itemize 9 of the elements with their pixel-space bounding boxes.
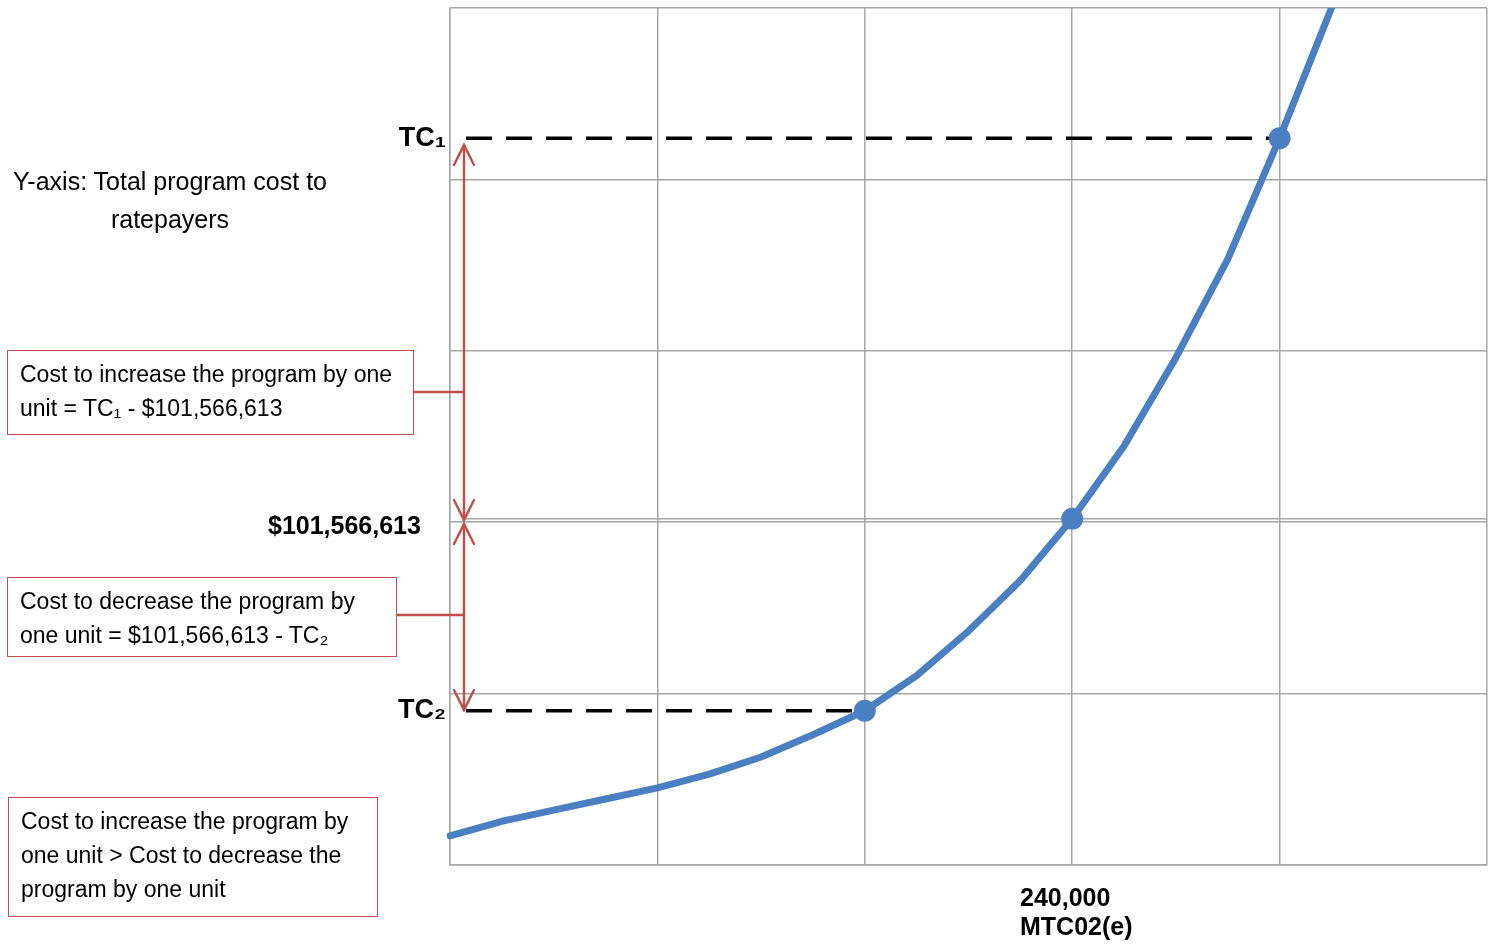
text: Cost to increase the program by one unit = TC₁ - $101,566,613 bbox=[7, 350, 414, 435]
text: $101,566,613 bbox=[268, 510, 422, 541]
text: 240,000 bbox=[1020, 883, 1111, 911]
x-axis-title: MTC02(e) bbox=[1020, 912, 1133, 941]
ref-line-label: TC₂ bbox=[398, 694, 446, 725]
text: Cost to increase the program by one unit > Cost to decrease the program by one unit bbox=[8, 797, 378, 917]
ref-line-label: TC₁ bbox=[398, 121, 446, 152]
text: Y-axis: Total program cost to ratepayers bbox=[10, 162, 330, 238]
text: Cost to decrease the program by one unit = $101,566,613 - TC₂ bbox=[7, 577, 397, 657]
